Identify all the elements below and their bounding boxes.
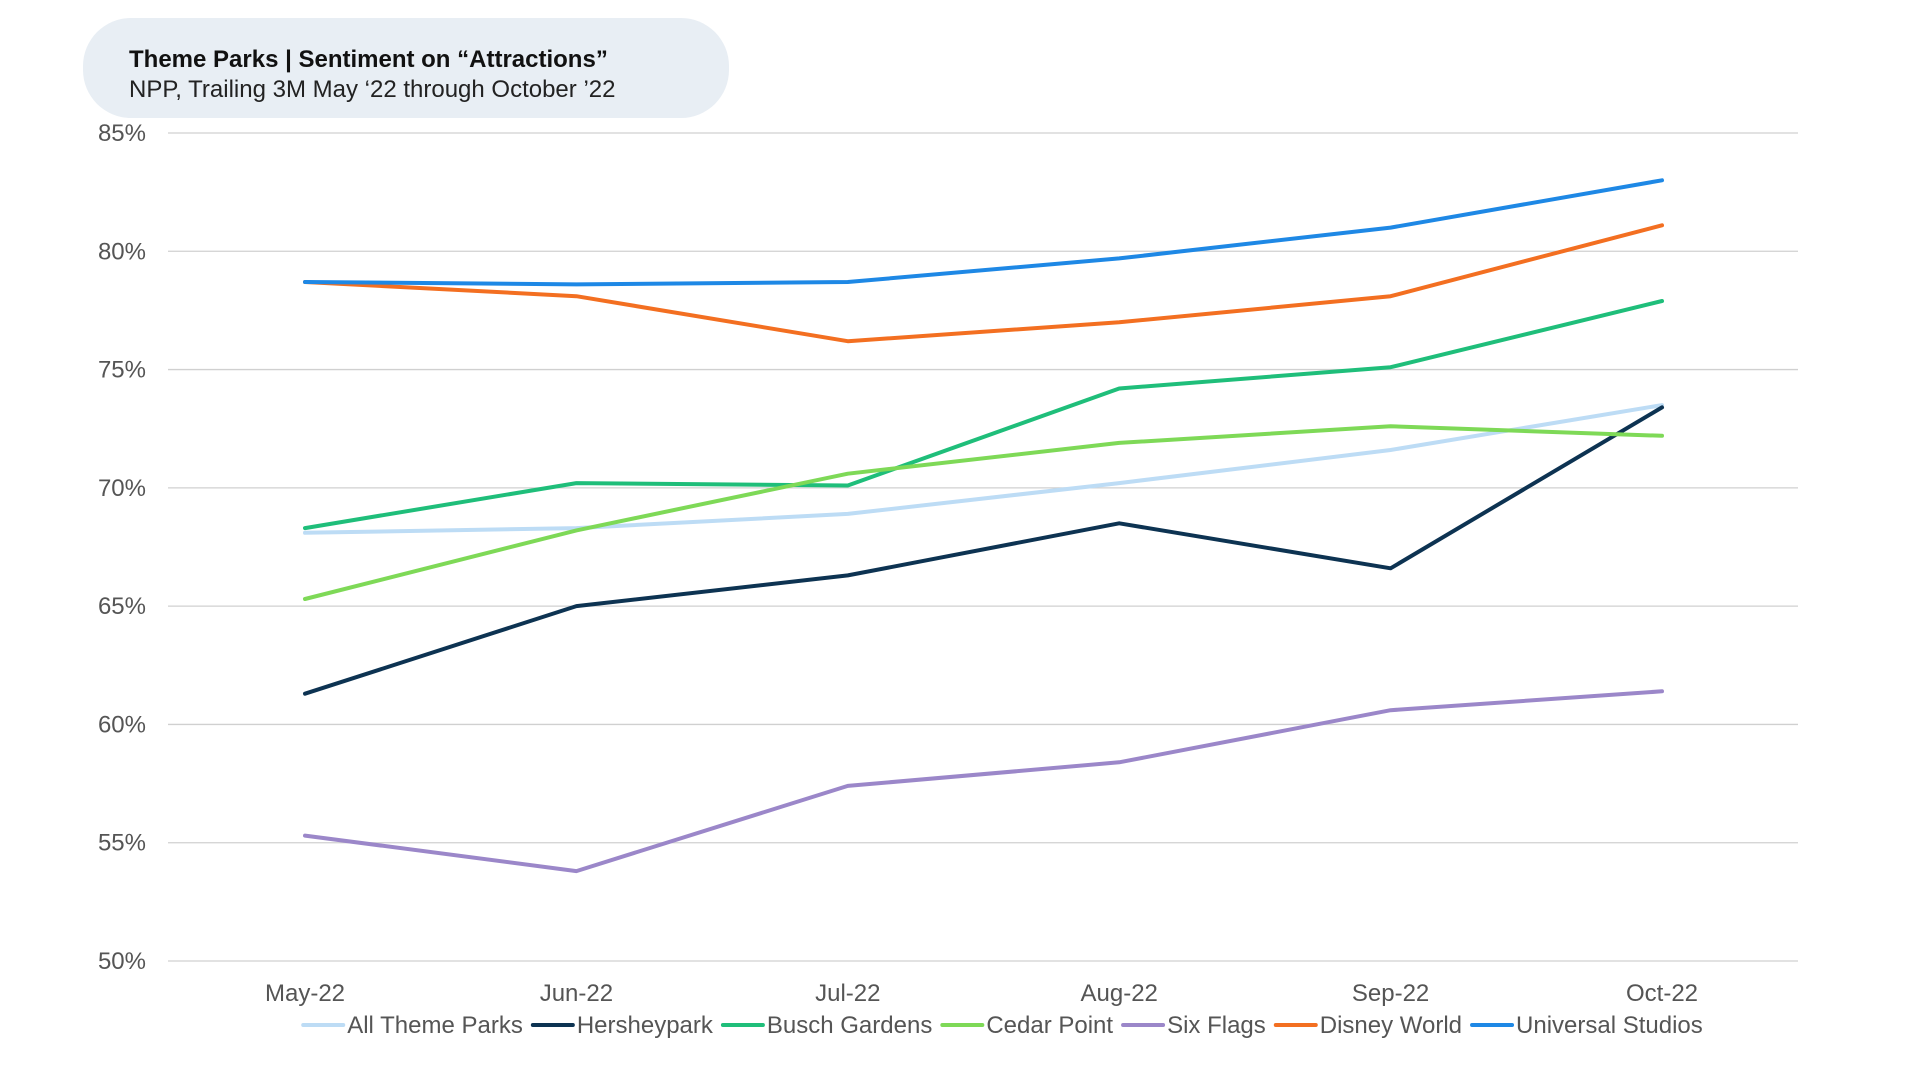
x-tick-label: May-22: [265, 980, 345, 1007]
y-tick-label: 85%: [98, 120, 146, 147]
x-tick-label: Oct-22: [1626, 980, 1698, 1007]
chart-subtitle: NPP, Trailing 3M May ‘22 through October…: [129, 76, 616, 103]
legend-label: Six Flags: [1167, 1012, 1266, 1039]
legend-item-disney-world: Disney World: [1273, 1012, 1462, 1039]
x-tick-label: Jun-22: [540, 980, 613, 1007]
series-lines: [303, 178, 1664, 874]
series-line-cedar-point: [303, 424, 1664, 601]
legend-item-cedar-point: Cedar Point: [940, 1012, 1113, 1039]
legend-item-busch-gardens: Busch Gardens: [720, 1012, 932, 1039]
series-line-six-flags: [303, 689, 1664, 874]
legend-label: Universal Studios: [1516, 1012, 1703, 1039]
x-tick-label: Jul-22: [815, 980, 880, 1007]
chart-title-box: Theme Parks | Sentiment on “Attractions”…: [83, 18, 729, 118]
legend-label: Cedar Point: [986, 1012, 1113, 1039]
gridlines: [168, 132, 1798, 962]
legend-label: Busch Gardens: [767, 1012, 932, 1039]
chart-title: Theme Parks | Sentiment on “Attractions”: [129, 46, 608, 73]
legend-label: Disney World: [1320, 1012, 1462, 1039]
legend-item-all-theme-parks: All Theme Parks: [301, 1012, 523, 1039]
y-tick-label: 75%: [98, 357, 146, 384]
x-tick-label: Aug-22: [1081, 980, 1158, 1007]
y-tick-label: 55%: [98, 830, 146, 857]
legend-label: Hersheypark: [577, 1012, 714, 1039]
legend-label: All Theme Parks: [347, 1012, 523, 1039]
y-tick-label: 70%: [98, 475, 146, 502]
legend-item-six-flags: Six Flags: [1121, 1012, 1266, 1039]
y-tick-label: 50%: [98, 948, 146, 975]
y-tick-label: 60%: [98, 711, 146, 738]
x-tick-label: Sep-22: [1352, 980, 1429, 1007]
series-line-all-theme-parks: [303, 403, 1664, 535]
legend: All Theme Parks Hersheypark Busch Gardens C…: [301, 1012, 1703, 1039]
series-line-universal-studios: [303, 178, 1664, 287]
x-axis: May-22 Jun-22 Jul-22 Aug-22 Sep-22 Oct-22: [265, 980, 1698, 1007]
legend-item-universal-studios: Universal Studios: [1470, 1012, 1703, 1039]
series-line-busch-gardens: [303, 299, 1664, 531]
series-line-disney-world: [303, 223, 1664, 344]
series-line-hersheypark: [303, 405, 1664, 696]
legend-item-hersheypark: Hersheypark: [530, 1012, 714, 1039]
y-axis: 50% 55% 60% 65% 70% 75% 80% 85%: [98, 120, 146, 975]
y-tick-label: 65%: [98, 593, 146, 620]
y-tick-label: 80%: [98, 238, 146, 265]
